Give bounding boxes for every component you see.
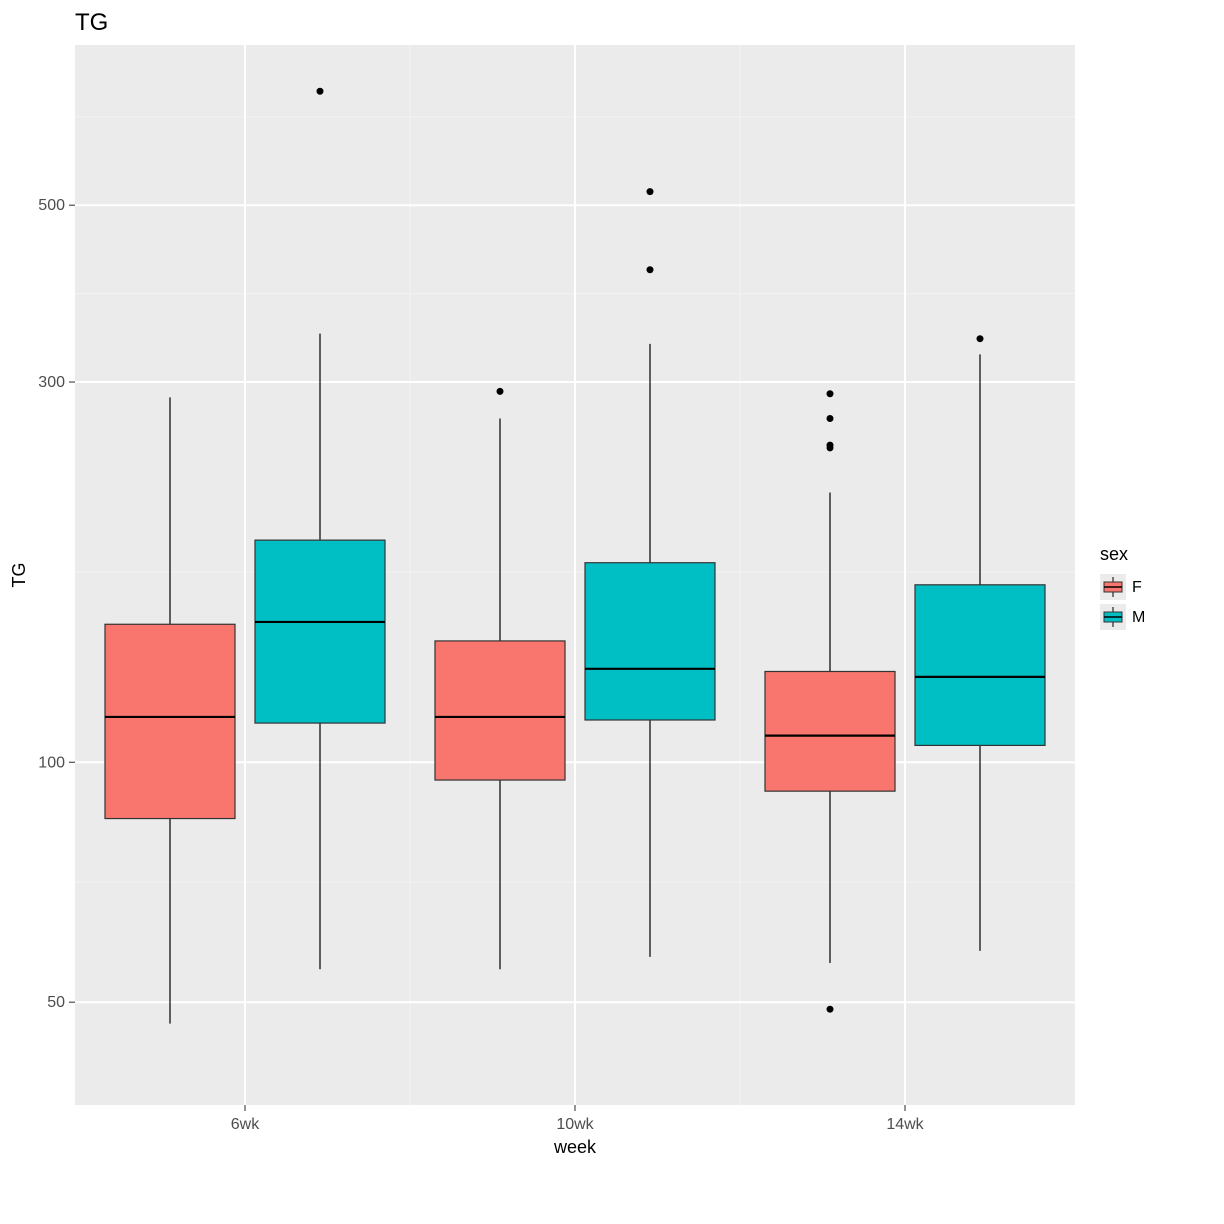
outlier-point	[977, 335, 984, 342]
box-rect	[765, 671, 895, 791]
boxplot-chart: 50 100 300 500 6wk 10wk 14wk TG TG week sexFM	[0, 0, 1224, 1224]
outlier-point	[827, 415, 834, 422]
legend-title: sex	[1100, 544, 1128, 564]
x-tick-label: 6wk	[231, 1116, 260, 1133]
x-tick-label: 10wk	[556, 1116, 594, 1133]
box-rect	[105, 624, 235, 818]
legend-label: M	[1132, 609, 1145, 626]
x-axis-title: week	[553, 1137, 597, 1157]
legend-item-M: M	[1100, 604, 1145, 630]
x-tick-label: 14wk	[886, 1116, 924, 1133]
chart-title: TG	[75, 9, 108, 36]
box-rect	[435, 641, 565, 780]
y-axis-title: TG	[9, 563, 29, 588]
box-rect	[585, 563, 715, 720]
box-rect	[915, 585, 1045, 746]
outlier-point	[827, 1006, 834, 1013]
y-tick-label: 100	[38, 754, 65, 771]
outlier-point	[647, 266, 654, 273]
box-rect	[255, 540, 385, 723]
outlier-point	[647, 188, 654, 195]
outlier-point	[827, 442, 834, 449]
outlier-point	[317, 88, 324, 95]
legend-label: F	[1132, 579, 1142, 596]
legend-item-F: F	[1100, 574, 1142, 600]
outlier-point	[827, 390, 834, 397]
y-tick-label: 50	[47, 994, 65, 1011]
y-tick-label: 500	[38, 197, 65, 214]
outlier-point	[497, 388, 504, 395]
y-tick-label: 300	[38, 374, 65, 391]
